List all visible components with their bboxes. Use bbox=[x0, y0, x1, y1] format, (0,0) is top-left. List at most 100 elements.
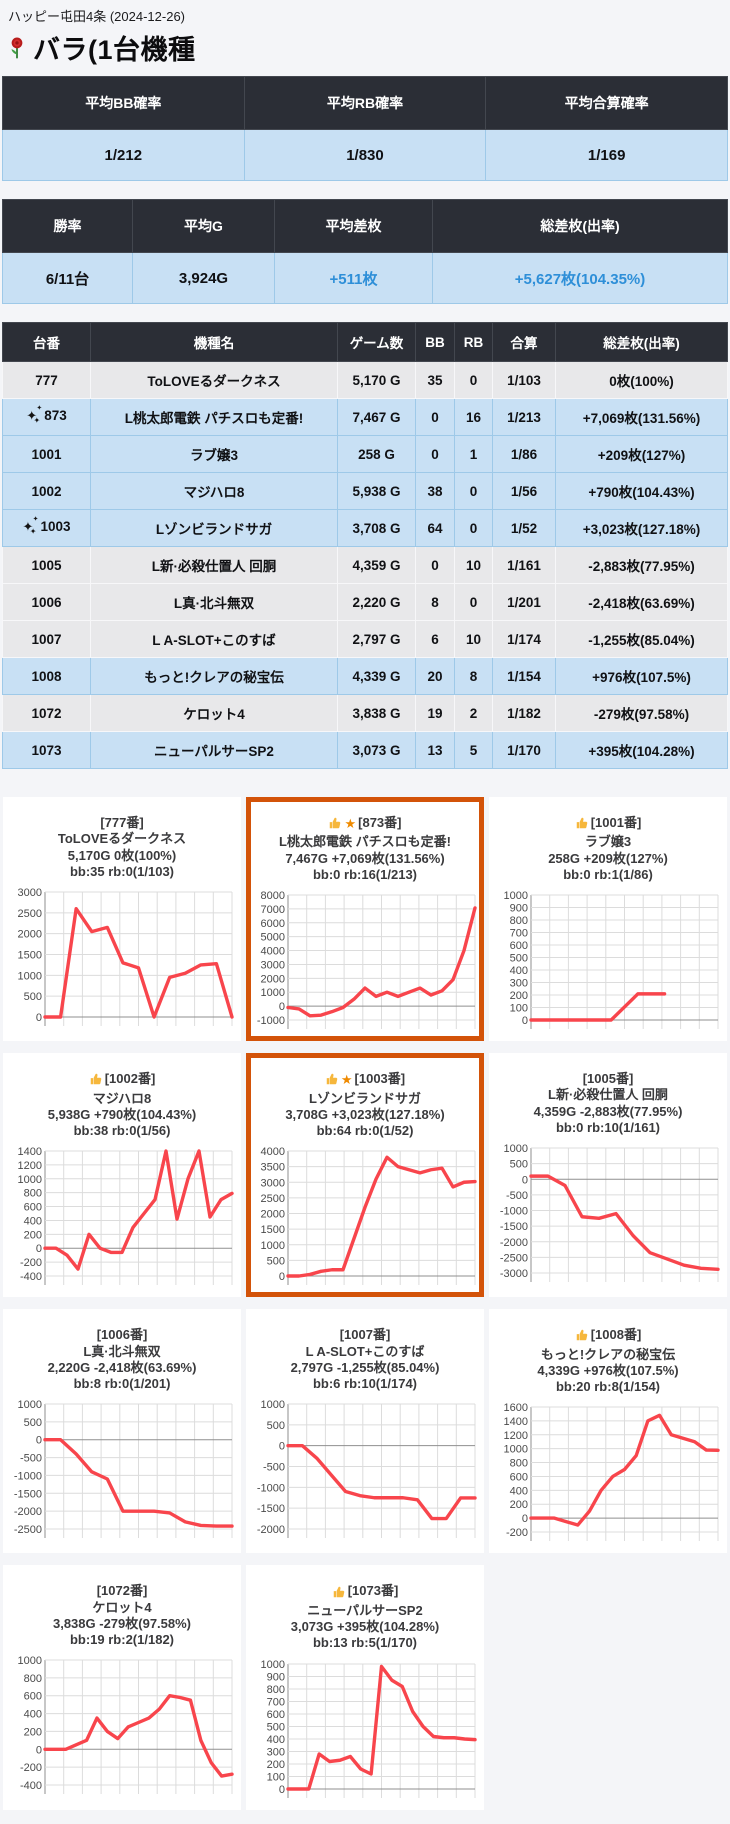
svg-text:1400: 1400 bbox=[504, 1416, 528, 1428]
chart-card: [1072番] ケロット4 3,838G -279枚(97.58%) bb:19 rb… bbox=[3, 1565, 241, 1810]
chart-card-bbrb: bb:38 rb:0(1/56) bbox=[73, 1123, 171, 1138]
machine-no-text: 1003 bbox=[40, 519, 71, 534]
chart-card: [1008番] もっと!クレアの秘宝伝 4,339G +976枚(107.5%) bb… bbox=[489, 1309, 727, 1554]
chart-card-bbrb: bb:64 rb:0(1/52) bbox=[316, 1123, 414, 1138]
machine-row: 1001 ラブ嬢3 258 G 0 1 1/86 +209枚(127%) bbox=[2, 435, 728, 473]
rate-cell: 1/170 bbox=[492, 731, 556, 769]
svg-text:-500: -500 bbox=[263, 1462, 285, 1474]
machine-no-cell: 1073 bbox=[2, 731, 91, 769]
sparkle-big: ✦ bbox=[22, 519, 34, 534]
chart-card: [777番] ToLOVEるダークネス 5,170G 0枚(100%) bb:35 r… bbox=[3, 797, 241, 1042]
svg-text:0: 0 bbox=[279, 1001, 285, 1013]
machine-row: 1072 ケロット4 3,838 G 19 2 1/182 -279枚(97.58%) bbox=[2, 694, 728, 732]
chart-card-title: ★ [873番] L桃太郎電鉄 パチスロも定番! 7,467G +7,069枚(131… bbox=[251, 815, 479, 883]
chart-card: [1073番] ニューパルサーSP2 3,073G +395枚(104.28%) bb… bbox=[246, 1565, 484, 1810]
sparkle-big: ✦ bbox=[26, 408, 38, 423]
chart-card-bbrb: bb:13 rb:5(1/170) bbox=[312, 1635, 418, 1651]
svg-text:1000: 1000 bbox=[18, 1174, 42, 1186]
chart-card-stats: 4,339G +976枚(107.5%) bbox=[537, 1362, 679, 1378]
svg-text:-500: -500 bbox=[20, 1453, 42, 1465]
machine-chart-svg: -2500 -2000 -1500 -1000 -500 0 500 1000 bbox=[14, 1399, 234, 1539]
svg-text:800: 800 bbox=[24, 1673, 42, 1685]
svg-text:1400: 1400 bbox=[18, 1146, 42, 1158]
machine-row: 1007 L A-SLOT+このすば 2,797 G 6 10 1/174 -1,255枚(… bbox=[2, 620, 728, 658]
rate-cell: 1/182 bbox=[492, 694, 556, 732]
svg-text:400: 400 bbox=[24, 1216, 42, 1228]
summary-header-cell: 平均BB確率 bbox=[2, 76, 245, 130]
rb-cell: 10 bbox=[454, 620, 493, 658]
bb-cell: 19 bbox=[415, 694, 455, 732]
diff-cell: +395枚(104.28%) bbox=[555, 731, 728, 769]
summary-results-header-row: 勝率 平均G 平均差枚 総差枚(出率) bbox=[2, 199, 728, 253]
chart-card-title-line1: [1072番] bbox=[97, 1583, 148, 1599]
chart-card-name: ラブ嬢3 bbox=[584, 834, 632, 850]
machine-name-cell: マジハロ8 bbox=[90, 472, 338, 510]
chart-card-bbrb: bb:19 rb:2(1/182) bbox=[69, 1632, 175, 1648]
machine-row: 777 ToLOVEるダークネス 5,170 G 35 0 1/103 0枚(100%) bbox=[2, 361, 728, 399]
rate-cell: 1/52 bbox=[492, 509, 556, 547]
summary-results-table: 勝率 平均G 平均差枚 総差枚(出率) 6/11台 3,924G +511枚 +5,627枚… bbox=[2, 199, 728, 304]
machine-no-text: 1073 bbox=[31, 742, 62, 758]
rb-cell: 2 bbox=[454, 694, 493, 732]
svg-text:900: 900 bbox=[510, 903, 528, 915]
machine-table-header-cell: 合算 bbox=[492, 322, 556, 362]
svg-text:900: 900 bbox=[267, 1671, 285, 1683]
svg-text:-3000: -3000 bbox=[500, 1268, 528, 1280]
diff-cell: +209枚(127%) bbox=[555, 435, 728, 473]
machine-no-inner: 1002 bbox=[31, 484, 61, 499]
chart-grid: [777番] ToLOVEるダークネス 5,170G 0枚(100%) bb:35 r… bbox=[0, 787, 730, 1824]
svg-text:1000: 1000 bbox=[261, 1659, 285, 1671]
machine-table-header-cell: BB bbox=[415, 322, 455, 362]
svg-text:-1000: -1000 bbox=[14, 1471, 42, 1483]
machine-name-cell: もっと!クレアの秘宝伝 bbox=[90, 657, 338, 695]
machine-no-inner: 1006 bbox=[31, 595, 61, 610]
chart-card-name: L真·北斗無双 bbox=[83, 1343, 161, 1359]
svg-text:0: 0 bbox=[279, 1271, 285, 1283]
chart-card: ★ [873番] L桃太郎電鉄 パチスロも定番! 7,467G +7,069枚(131… bbox=[246, 797, 484, 1042]
svg-text:600: 600 bbox=[510, 1472, 528, 1484]
svg-text:600: 600 bbox=[510, 940, 528, 952]
svg-text:1000: 1000 bbox=[504, 890, 528, 902]
svg-text:500: 500 bbox=[267, 1420, 285, 1432]
machine-no-text: 1007 bbox=[31, 631, 62, 647]
chart-card-title: ★ [1003番] Lゾンビランドサガ 3,708G +3,023枚(127.18%)… bbox=[251, 1071, 479, 1139]
games-cell: 5,938 G bbox=[337, 472, 416, 510]
chart-card-title-line1: [1002番] bbox=[89, 1071, 156, 1087]
chart-card-bbrb: bb:8 rb:0(1/201) bbox=[73, 1376, 171, 1391]
svg-text:3000: 3000 bbox=[18, 887, 42, 899]
machine-name-cell: ニューパルサーSP2 bbox=[90, 731, 338, 769]
diff-cell: +7,069枚(131.56%) bbox=[555, 398, 728, 436]
rb-cell: 16 bbox=[454, 398, 493, 436]
chart-card-stats: 3,838G -279枚(97.58%) bbox=[52, 1615, 192, 1631]
chart-card-number: [1001番] bbox=[590, 815, 642, 830]
diff-cell: -279枚(97.58%) bbox=[555, 694, 728, 732]
chart-card: [1002番] マジハロ8 5,938G +790枚(104.43%) bb:38 r… bbox=[3, 1053, 241, 1298]
rate-cell: 1/161 bbox=[492, 546, 556, 584]
svg-text:2000: 2000 bbox=[261, 973, 285, 985]
chart-card-title: [777番] ToLOVEるダークネス 5,170G 0枚(100%) bb:35 r… bbox=[5, 815, 239, 880]
chart-card-name: ニューパルサーSP2 bbox=[307, 1602, 423, 1618]
svg-text:2000: 2000 bbox=[18, 929, 42, 941]
chart-card-number: [1007番] bbox=[339, 1327, 391, 1343]
chart-card-number: [1002番] bbox=[104, 1071, 156, 1087]
chart-card-title: [1008番] もっと!クレアの秘宝伝 4,339G +976枚(107.5%) bb… bbox=[491, 1327, 725, 1395]
bb-cell: 0 bbox=[415, 398, 455, 436]
svg-text:-2500: -2500 bbox=[14, 1524, 42, 1536]
chart-card-name: もっと!クレアの秘宝伝 bbox=[540, 1346, 676, 1362]
svg-text:-1000: -1000 bbox=[500, 1206, 528, 1218]
chart-card-stats: 7,467G +7,069枚(131.56%) bbox=[285, 850, 445, 866]
rb-cell: 0 bbox=[454, 583, 493, 621]
chart-card-title-line1: [1005番] bbox=[583, 1071, 634, 1087]
chart-card-name: L桃太郎電鉄 パチスロも定番! bbox=[279, 834, 451, 850]
thumb-up-icon bbox=[326, 1074, 338, 1085]
diff-cell: 0枚(100%) bbox=[555, 361, 728, 399]
machine-table: 台番 機種名 ゲーム数 BB RB 合算 総差枚(出率) 777 ToLOVEるダークネス 5,… bbox=[2, 322, 728, 769]
summary-value-cell: +5,627枚(104.35%) bbox=[432, 252, 728, 304]
summary-results-value-row: 6/11台 3,924G +511枚 +5,627枚(104.35%) bbox=[2, 252, 728, 304]
machine-no-cell: 1006 bbox=[2, 583, 91, 621]
machine-row: 1008 もっと!クレアの秘宝伝 4,339 G 20 8 1/154 +976枚(107.… bbox=[2, 657, 728, 695]
sparkle-icon: ✦ ✦ ✦ bbox=[22, 516, 38, 536]
machine-no-cell: 1005 bbox=[2, 546, 91, 584]
